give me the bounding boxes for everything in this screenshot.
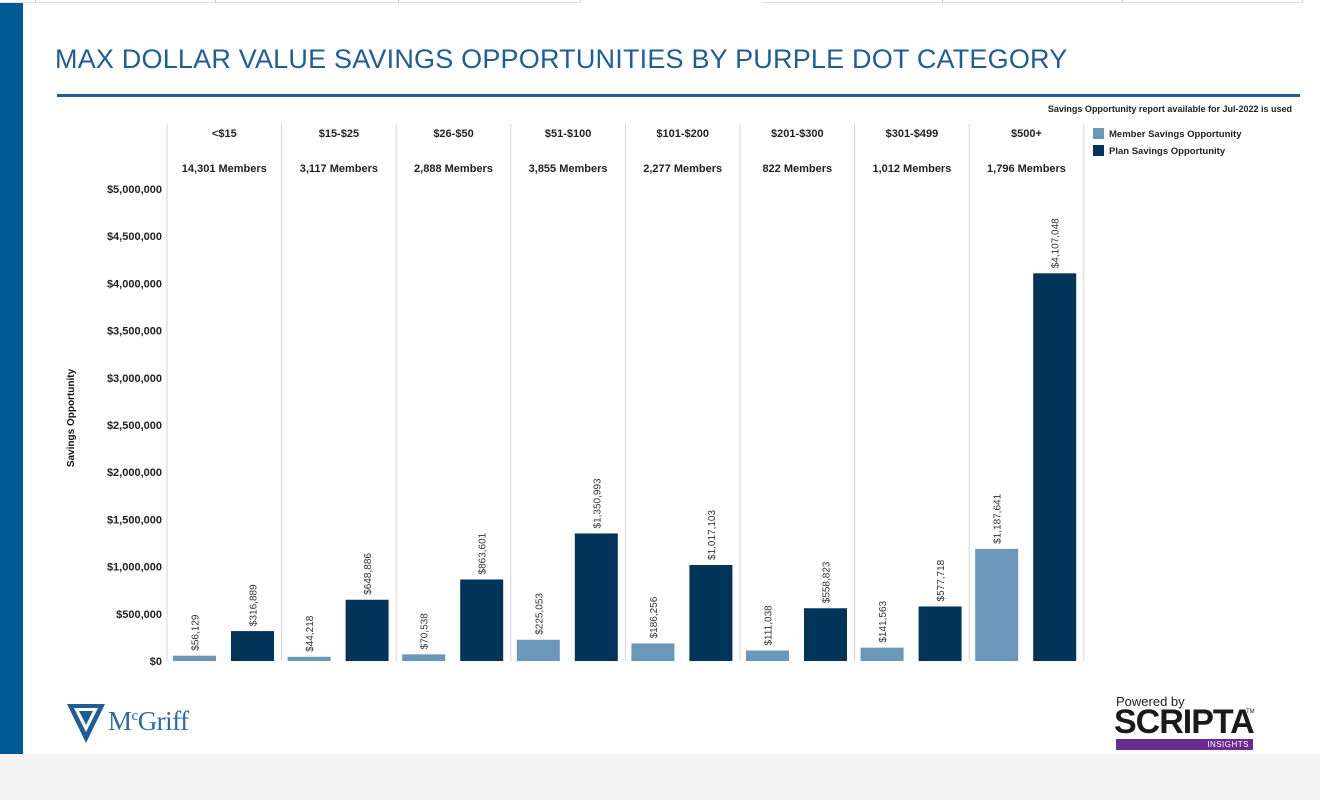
member-savings-bar	[746, 650, 789, 661]
bar-value-label: $558,823	[822, 561, 833, 603]
bar-value-label: $648,886	[363, 553, 374, 595]
report-slide: MAX DOLLAR VALUE SAVINGS OPPORTUNITIES B…	[0, 0, 1320, 754]
y-tick-label: $4,500,000	[107, 231, 162, 243]
legend-label: Plan Savings Opportunity	[1109, 146, 1226, 157]
y-tick-label: $0	[150, 656, 162, 668]
bar-value-label: $225,053	[534, 593, 545, 635]
trademark-mark: TM	[1246, 709, 1255, 715]
category-header: $201-$300	[771, 128, 824, 140]
page-title: MAX DOLLAR VALUE SAVINGS OPPORTUNITIES B…	[55, 44, 1068, 74]
member-savings-bar	[173, 655, 216, 661]
plan-savings-bar	[689, 564, 733, 661]
y-tick-label: $2,000,000	[107, 467, 162, 479]
powered-by-label: Powered by	[1116, 694, 1185, 709]
savings-bar-chart: $0 $500,000 $1,000,000 $1,500,000 $2,000,000…	[66, 124, 1242, 668]
y-tick-label: $3,000,000	[107, 373, 162, 385]
y-tick-label: $500,000	[116, 609, 162, 621]
y-tick-label: $3,500,000	[107, 326, 162, 338]
bar-value-label: $111,038	[764, 605, 775, 646]
mcgriff-shield-icon	[67, 704, 105, 743]
member-savings-bar	[975, 548, 1019, 661]
member-count: 14,301 Members	[182, 163, 267, 175]
insights-band: INSIGHTS	[1116, 739, 1253, 750]
member-count: 2,888 Members	[414, 163, 493, 175]
member-count: 822 Members	[762, 163, 832, 175]
bar-value-label: $577,718	[936, 559, 947, 601]
category-header: <$15	[212, 128, 237, 140]
left-accent-bar	[0, 3, 23, 754]
y-tick-label: $1,000,000	[107, 562, 162, 574]
bar-value-label: $1,350,993	[592, 478, 603, 528]
category-header: $15-$25	[319, 128, 359, 140]
mcgriff-logo-text: McGriff	[108, 706, 189, 736]
bar-value-label: $316,889	[249, 584, 260, 626]
member-savings-bar	[287, 656, 331, 661]
plan-savings-bar	[804, 608, 847, 661]
member-savings-bar	[860, 647, 904, 661]
plan-savings-bar	[231, 631, 274, 661]
plan-savings-bar	[1033, 273, 1077, 661]
y-tick-label: $4,000,000	[107, 278, 162, 290]
bar-value-label: $70,538	[420, 613, 431, 650]
member-count: 3,117 Members	[300, 163, 378, 175]
member-savings-bar	[402, 654, 446, 661]
bar-value-label: $1,017,103	[707, 509, 718, 559]
bar-value-label: $141,563	[878, 600, 889, 642]
category-header: $26-$50	[433, 128, 473, 140]
plan-savings-bar	[574, 533, 618, 661]
member-count: 1,012 Members	[872, 163, 951, 175]
top-strip	[0, 0, 1320, 3]
bar-value-label: $1,187,641	[993, 493, 1004, 543]
bar-value-label: $56,129	[191, 614, 202, 651]
member-count: 3,855 Members	[529, 163, 608, 175]
member-count: 2,277 Members	[643, 163, 722, 175]
legend-swatch	[1093, 128, 1104, 139]
member-count: 1,796 Members	[987, 163, 1066, 175]
y-tick-label: $2,500,000	[107, 420, 162, 432]
plan-savings-bar	[918, 606, 962, 661]
legend-label: Member Savings Opportunity	[1109, 129, 1242, 140]
category-header: $500+	[1011, 128, 1042, 140]
bar-value-label: $863,601	[478, 532, 489, 574]
title-divider	[57, 94, 1300, 97]
plan-savings-bar	[345, 599, 389, 661]
legend-swatch	[1093, 145, 1104, 156]
y-axis-label: Savings Opportunity	[66, 368, 77, 467]
plan-savings-bar	[460, 579, 504, 661]
category-header: $51-$100	[545, 128, 592, 140]
y-tick-label: $1,500,000	[107, 514, 162, 526]
bar-value-label: $44,218	[305, 615, 316, 652]
report-note: Savings Opportunity report available for…	[1047, 104, 1292, 114]
member-savings-bar	[631, 643, 675, 661]
category-header: $101-$200	[656, 128, 709, 140]
member-savings-bar	[516, 639, 560, 661]
scripta-logo-text: SCRIPTA	[1114, 703, 1255, 741]
bar-value-label: $4,107,048	[1051, 218, 1062, 268]
category-header: $301-$499	[886, 128, 939, 140]
bar-value-label: $186,256	[649, 596, 660, 638]
y-tick-label: $5,000,000	[107, 184, 162, 196]
